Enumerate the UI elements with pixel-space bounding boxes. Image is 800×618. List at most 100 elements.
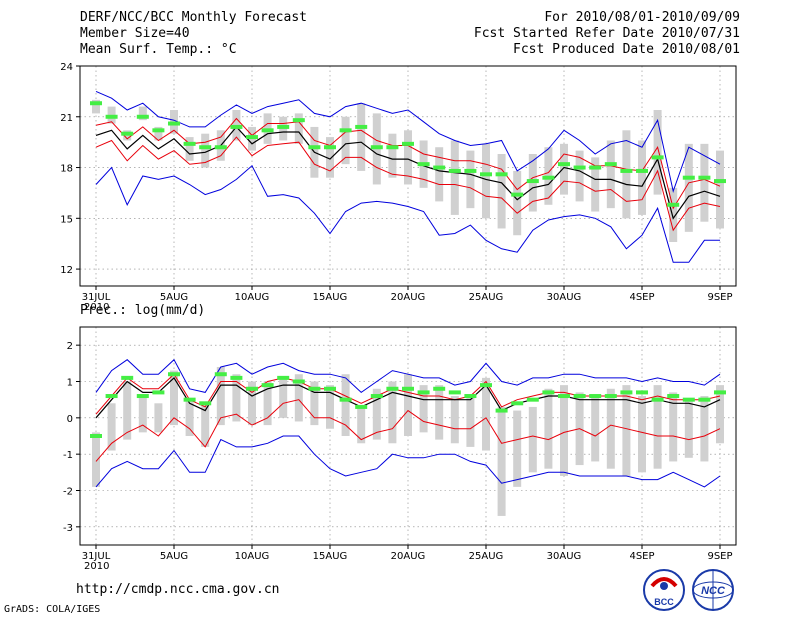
bcc-logo: BCC [643, 569, 685, 611]
temp-box-39 [700, 143, 709, 222]
temp-obs-9 [230, 124, 243, 129]
temp-obs-7 [199, 145, 212, 150]
prec-obs-15 [324, 386, 336, 391]
temp-obs-10 [246, 135, 258, 140]
prec-box-22 [435, 385, 444, 440]
temp-min-line [95, 165, 720, 263]
temp-xtick-label-4: 20AUG [391, 292, 426, 303]
temp-box-15 [326, 137, 334, 178]
ncc-logo: NCC [692, 569, 734, 611]
prec-box-3 [138, 396, 147, 433]
prec-box-30 [560, 385, 568, 476]
forecast-period: For 2010/08/01-2010/09/09 [544, 10, 740, 25]
prec-box-11 [263, 381, 272, 426]
prec-obs-5 [168, 372, 180, 377]
temp-obs-11 [261, 128, 274, 133]
temp-obs-31 [573, 165, 586, 170]
prec-box-27 [513, 410, 522, 487]
prec-obs-9 [230, 375, 243, 380]
temp-box-26 [497, 154, 506, 229]
temp-box-20 [404, 130, 412, 185]
bcc-logo-text: BCC [654, 597, 674, 607]
prec-box-35 [638, 396, 646, 473]
prec-box-24 [466, 396, 475, 447]
temp-lower-line [95, 136, 721, 232]
prec-box-20 [404, 374, 412, 436]
temp-obs-28 [526, 179, 539, 184]
temp-box-22 [435, 147, 444, 202]
prec-box-32 [591, 396, 600, 462]
prec-obs-23 [448, 390, 461, 395]
prec-obs-29 [542, 390, 555, 395]
started-date: Fcst Started Refer Date 2010/07/31 [473, 26, 740, 41]
prec-box-15 [326, 385, 334, 429]
prec-box-8 [216, 366, 225, 426]
temp-obs-20 [402, 141, 414, 146]
prec-obs-33 [604, 394, 617, 399]
temp-obs-33 [604, 162, 617, 167]
prec-obs-37 [667, 394, 680, 399]
member-size: Member Size=40 [80, 26, 190, 41]
prec-obs-39 [698, 397, 711, 402]
temp-xtick-label-2: 10AUG [235, 292, 270, 303]
temp-box-13 [294, 113, 303, 144]
temp-obs-38 [682, 175, 695, 180]
temp-obs-14 [308, 145, 321, 150]
prec-obs-22 [433, 386, 446, 391]
prec-obs-14 [308, 386, 321, 391]
prec-max-line [95, 358, 721, 394]
temp-obs-27 [511, 192, 524, 197]
temp-ytick-label-4: 24 [60, 62, 73, 73]
prec-box-5 [170, 370, 178, 426]
temp-obs-22 [433, 165, 446, 170]
prec-box-12 [279, 377, 288, 418]
prec-obs-7 [199, 401, 212, 406]
temp-obs-26 [495, 172, 508, 177]
prec-obs-27 [511, 401, 524, 406]
prec-box-25 [482, 377, 490, 451]
temp-xtick-year: 2010 [84, 302, 109, 313]
prec-box-19 [388, 381, 397, 444]
temp-obs-2 [121, 131, 134, 136]
temp-box-16 [341, 116, 350, 165]
prec-obs-30 [558, 394, 570, 399]
temp-box-27 [513, 170, 522, 236]
prec-ytick-label-1: -2 [63, 487, 73, 498]
temp-xtick-label-8: 9SEP [707, 292, 732, 303]
temp-box-4 [154, 126, 163, 141]
temp-obs-0 [90, 101, 102, 106]
temp-box-0 [92, 99, 100, 114]
prec-box-37 [669, 392, 678, 462]
temp-ytick-label-2: 18 [60, 164, 73, 175]
prec-ytick-label-3: 0 [67, 414, 73, 425]
prec-box-10 [248, 381, 256, 426]
prec-obs-3 [136, 394, 149, 399]
temp-box-36 [653, 110, 662, 195]
prec-obs-28 [526, 397, 539, 402]
prec-box-39 [700, 396, 709, 462]
prec-obs-2 [121, 375, 134, 380]
prec-box-16 [341, 374, 350, 436]
prec-obs-24 [464, 394, 477, 399]
prec-obs-19 [386, 386, 399, 391]
temp-box-35 [638, 140, 646, 215]
prec-obs-25 [480, 383, 492, 388]
temp-xtick-label-6: 30AUG [547, 292, 582, 303]
prec-obs-20 [402, 386, 414, 391]
prec-obs-0 [90, 434, 102, 438]
temp-obs-25 [480, 172, 492, 177]
prec-frame [79, 326, 737, 546]
prec-xtick-label-3: 15AUG [313, 551, 348, 562]
website-url[interactable]: http://cmdp.ncc.cma.gov.cn [76, 582, 280, 597]
temp-obs-23 [448, 168, 461, 173]
grads-credit: GrADS: COLA/IGES [4, 604, 101, 615]
temp-frame [79, 65, 737, 287]
prec-xtick-label-1: 5AUG [160, 551, 188, 562]
prec-xtick-label-0: 31JUL [82, 551, 111, 562]
prec-obs-18 [370, 394, 383, 399]
temp-obs-18 [370, 145, 383, 150]
temp-xtick-label-0: 31JUL [82, 292, 111, 303]
prec-min-line [95, 435, 721, 488]
prec-obs-38 [682, 397, 695, 402]
